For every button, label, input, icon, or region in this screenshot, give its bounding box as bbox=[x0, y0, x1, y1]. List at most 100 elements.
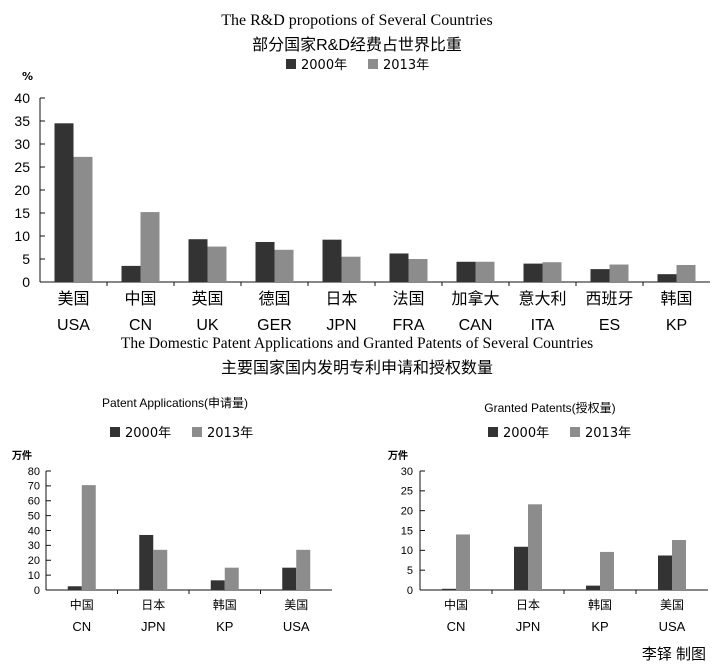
bar-usa-2000 bbox=[658, 555, 672, 590]
y-tick-label: 10 bbox=[401, 545, 413, 557]
x-category-label-en: KP bbox=[591, 619, 608, 634]
bar-ger-2000 bbox=[255, 241, 275, 282]
x-category-label-cn: 中国 bbox=[444, 597, 468, 612]
section2-title: The Domestic Patent Applications and Gra… bbox=[121, 335, 593, 352]
y-tick-label: 35 bbox=[14, 113, 30, 129]
bar-usa-2013 bbox=[296, 549, 311, 590]
legend-swatch-2013 bbox=[570, 427, 580, 437]
x-category-label-cn: 美国 bbox=[284, 598, 308, 612]
legend-swatch-2000 bbox=[110, 427, 120, 437]
x-category-label-cn: 加拿大 bbox=[451, 289, 499, 308]
x-category-label-en: CN bbox=[447, 619, 466, 634]
x-category-label-cn: 美国 bbox=[57, 289, 89, 308]
x-category-label-cn: 日本 bbox=[325, 289, 357, 308]
chart1-title: The R&D propotions of Several Countries bbox=[221, 12, 493, 29]
bar-usa-2013 bbox=[73, 156, 93, 282]
chart1-rd-proportions: % 0 5 10 15 20 25 30 35 40 美国 USA 中国 CN 英国 UK 德国 GER 日本 JPN… bbox=[14, 58, 710, 334]
bar-ita-2013 bbox=[542, 262, 562, 282]
legend-label-2013: 2013年 bbox=[207, 426, 253, 441]
bar-cn-2000 bbox=[67, 586, 82, 590]
bar-kp-2000 bbox=[210, 580, 225, 590]
x-category-label-cn: 日本 bbox=[516, 598, 540, 612]
x-category-label-en: KP bbox=[666, 317, 687, 334]
x-category-label-en: JPN bbox=[326, 317, 356, 334]
bar-kp-2013 bbox=[676, 264, 696, 282]
x-category-label-en: JPN bbox=[516, 619, 541, 634]
credit-text: 李铎 制图 bbox=[642, 646, 706, 663]
chart2-patent-applications: 万件 0 10 20 30 40 50 60 70 80 中国 CN 日本 JPN 韩国 KP 美国 USA 200… bbox=[11, 426, 332, 634]
bar-can-2013 bbox=[475, 261, 495, 282]
bar-uk-2013 bbox=[207, 246, 227, 282]
bar-cn-2000 bbox=[442, 588, 456, 590]
y-tick-label: 15 bbox=[401, 525, 413, 537]
x-category-label-cn: 英国 bbox=[191, 289, 223, 308]
bar-jpn-2000 bbox=[514, 546, 528, 590]
legend-swatch-2013 bbox=[368, 59, 378, 69]
y-tick-label: 10 bbox=[28, 570, 40, 582]
x-category-label-en: USA bbox=[659, 619, 686, 634]
bar-jpn-2000 bbox=[139, 534, 154, 590]
x-category-label-en: ES bbox=[599, 317, 620, 334]
chart-legend: 2000年 2013年 bbox=[488, 426, 631, 441]
bar-jpn-2013 bbox=[341, 256, 361, 282]
y-tick-label: 30 bbox=[28, 540, 40, 552]
y-tick-label: 20 bbox=[401, 506, 413, 518]
x-category-label-cn: 法国 bbox=[392, 289, 424, 308]
x-category-label-en: FRA bbox=[393, 317, 425, 334]
bar-usa-2000 bbox=[54, 123, 74, 282]
x-category-label-cn: 意大利 bbox=[518, 289, 566, 308]
chart-legend: 2000年 2013年 bbox=[110, 426, 253, 441]
bar-cn-2013 bbox=[140, 212, 160, 282]
bar-fra-2013 bbox=[408, 259, 428, 282]
y-tick-label: 0 bbox=[407, 585, 413, 597]
x-category-label-cn: 日本 bbox=[141, 598, 165, 612]
x-category-label-cn: 韩国 bbox=[660, 289, 692, 308]
y-tick-label: 0 bbox=[22, 274, 30, 290]
chart3-granted-patents: 万件 0 5 10 15 20 25 30 中国 CN 日本 JPN 韩国 KP 美国 USA 2000年 201… bbox=[387, 426, 708, 634]
y-tick-label: 30 bbox=[401, 466, 413, 478]
y-tick-label: 40 bbox=[14, 90, 30, 106]
x-category-label-cn: 德国 bbox=[258, 289, 290, 308]
y-tick-label: 80 bbox=[28, 466, 40, 478]
y-tick-label: 0 bbox=[34, 585, 40, 597]
bar-usa-2013 bbox=[672, 540, 686, 590]
bar-kp-2000 bbox=[657, 274, 677, 282]
legend-label-2000: 2000年 bbox=[125, 426, 171, 441]
x-category-label-en: UK bbox=[196, 317, 219, 334]
bar-jpn-2000 bbox=[322, 239, 342, 282]
x-category-label-cn: 韩国 bbox=[588, 597, 612, 612]
bar-fra-2000 bbox=[389, 253, 409, 282]
y-tick-label: 5 bbox=[22, 251, 30, 267]
x-category-label-en: KP bbox=[216, 619, 233, 634]
bar-kp-2013 bbox=[600, 551, 614, 590]
y-tick-label: 5 bbox=[407, 565, 413, 577]
x-category-label-cn: 西班牙 bbox=[585, 289, 633, 308]
x-category-label-en: ITA bbox=[531, 317, 555, 334]
legend-label-2000: 2000年 bbox=[301, 58, 347, 73]
bar-can-2000 bbox=[456, 261, 476, 282]
chart-legend: 2000年 2013年 bbox=[286, 58, 429, 73]
y-tick-label: 40 bbox=[28, 525, 40, 537]
bar-ita-2000 bbox=[523, 263, 543, 282]
legend-label-2013: 2013年 bbox=[383, 58, 429, 73]
chart3-title: Granted Patents(授权量) bbox=[484, 400, 615, 415]
bar-es-2000 bbox=[590, 269, 610, 282]
y-tick-label: 20 bbox=[14, 182, 30, 198]
x-category-label-cn: 中国 bbox=[70, 597, 94, 612]
y-tick-label: 60 bbox=[28, 496, 40, 508]
y-tick-label: 25 bbox=[14, 159, 30, 175]
x-category-label-en: JPN bbox=[141, 619, 166, 634]
x-category-label-cn: 中国 bbox=[124, 289, 156, 308]
bar-uk-2000 bbox=[188, 239, 208, 282]
x-category-label-en: CAN bbox=[459, 317, 493, 334]
y-tick-label: 25 bbox=[401, 486, 413, 498]
bar-cn-2000 bbox=[121, 265, 141, 282]
y-tick-label: 50 bbox=[28, 510, 40, 522]
bar-cn-2013 bbox=[81, 485, 96, 590]
chart2-title: Patent Applications(申请量) bbox=[102, 396, 248, 410]
y-tick-label: 30 bbox=[14, 136, 30, 152]
legend-swatch-2013 bbox=[192, 427, 202, 437]
bar-cn-2013 bbox=[456, 534, 470, 590]
bar-kp-2013 bbox=[224, 567, 239, 590]
